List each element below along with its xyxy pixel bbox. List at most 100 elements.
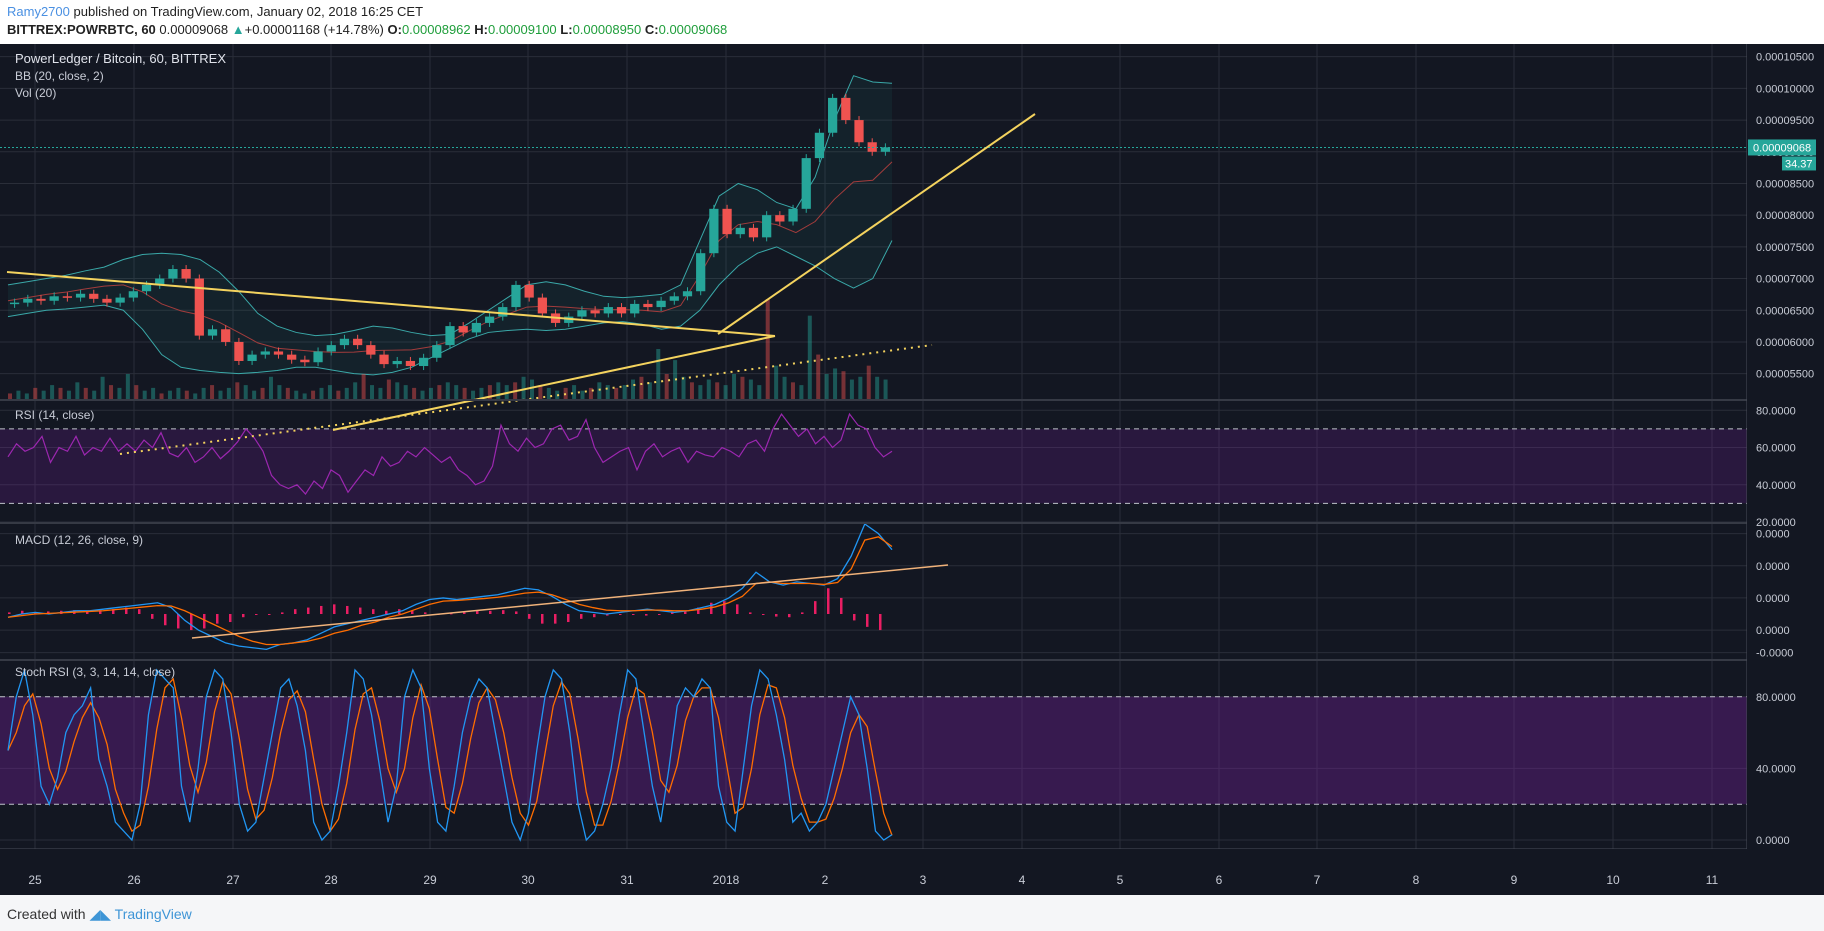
volume-bar	[159, 393, 164, 399]
volume-bar	[142, 390, 147, 399]
last-price-badge-text: 0.00009068	[1753, 142, 1811, 154]
rsi-trendline	[191, 564, 949, 639]
candle	[102, 298, 112, 303]
x-tick-label: 6	[1216, 873, 1223, 887]
macd-histogram-bar	[658, 614, 661, 615]
volume-bar	[100, 376, 105, 399]
volume-bar	[319, 387, 324, 399]
volume-bar	[41, 390, 46, 399]
volume-bar	[386, 379, 391, 399]
volume-bar	[858, 376, 863, 399]
volume-bar	[597, 382, 602, 399]
created-with-text: Created with	[7, 906, 86, 922]
time-axis: 25 26 27 28 29 30 31 2018 2 3 4 5 6 7 8 9 10 11	[28, 873, 1718, 887]
candle	[775, 215, 785, 222]
macd-histogram-bar	[21, 610, 24, 614]
x-tick-label: 4	[1019, 873, 1026, 887]
x-tick-label: 5	[1117, 873, 1124, 887]
price-tick-label: 0.00010500	[1756, 52, 1814, 64]
high-label: H:	[474, 22, 488, 37]
macd-histogram-bar	[801, 612, 804, 614]
volume-bar	[875, 376, 880, 399]
macd-histogram-bar	[86, 610, 89, 614]
candle	[392, 360, 402, 365]
price-pane[interactable]	[0, 75, 1747, 399]
x-tick-label: 9	[1511, 873, 1518, 887]
macd-histogram-bar	[749, 612, 752, 614]
macd-histogram-bar	[788, 614, 791, 618]
macd-histogram-bar	[281, 612, 284, 614]
candle	[418, 357, 429, 367]
candle	[300, 359, 310, 363]
volume-bar	[782, 376, 787, 399]
x-tick-label: 3	[920, 873, 927, 887]
volume-bar	[218, 390, 223, 399]
macd-histogram-bar	[580, 614, 583, 619]
price-scale[interactable]	[1747, 44, 1824, 895]
volume-bar	[706, 379, 711, 399]
candle	[89, 293, 99, 299]
volume-bar	[201, 387, 206, 399]
volume-bar	[723, 385, 728, 399]
volume-bar	[226, 387, 231, 399]
x-tick-label: 29	[423, 873, 437, 887]
candle	[788, 208, 798, 222]
candle	[432, 345, 442, 358]
candle	[484, 316, 495, 323]
stoch-k-line	[7, 668, 893, 842]
author-link[interactable]: Ramy2700	[7, 4, 70, 19]
macd-histogram-bar	[684, 610, 687, 614]
candle	[405, 360, 416, 367]
rsi-line	[7, 412, 893, 496]
volume-bar	[521, 376, 526, 399]
candle	[247, 354, 257, 361]
candle	[194, 278, 204, 336]
volume-bar	[732, 374, 737, 399]
macd-histogram-bar	[541, 614, 544, 624]
tradingview-logo-icon: ◢◣	[89, 906, 112, 922]
macd-pane[interactable]	[7, 523, 893, 651]
candle	[326, 345, 336, 352]
volume-bar	[445, 382, 450, 399]
volume-bar	[841, 371, 846, 399]
macd-histogram-bar	[203, 614, 206, 629]
close-label: C:	[644, 22, 659, 37]
volume-bar	[496, 382, 501, 399]
rsi-tick-label: 60.0000	[1756, 443, 1796, 455]
candle	[287, 354, 297, 360]
volume-bar	[790, 382, 795, 399]
candle	[128, 291, 138, 298]
volume-bar	[538, 385, 543, 399]
volume-bar	[167, 390, 172, 399]
macd-histogram-bar	[385, 610, 388, 614]
stoch-rsi-pane[interactable]	[0, 668, 1747, 842]
volume-bar	[479, 387, 484, 399]
volume-bar	[8, 393, 12, 399]
candle	[577, 310, 587, 317]
candle	[735, 227, 745, 235]
up-arrow-icon: ▲	[231, 22, 245, 37]
rsi-pane[interactable]	[0, 412, 1747, 504]
volume-bar	[487, 385, 492, 399]
open-label: O:	[387, 22, 402, 37]
tradingview-link[interactable]: TradingView	[114, 906, 192, 922]
breakout-trendline	[717, 113, 1036, 335]
time-scale[interactable]	[0, 849, 1747, 895]
stoch-tick-label: 40.0000	[1756, 763, 1796, 775]
low-value: 0.00008950	[572, 22, 642, 37]
stoch-tick-label: 0.0000	[1756, 835, 1790, 847]
chart-header: Ramy2700 published on TradingView.com, J…	[0, 0, 1824, 44]
volume-bar	[799, 385, 804, 399]
candle	[880, 147, 891, 152]
macd-histogram-bar	[528, 614, 531, 619]
macd-histogram-bar	[34, 612, 37, 614]
candle	[445, 326, 455, 346]
rsi-tick-label: 80.0000	[1756, 405, 1796, 417]
volume-bar	[454, 385, 459, 399]
candle	[828, 97, 838, 133]
volume-bar	[833, 368, 838, 399]
macd-histogram-bar	[619, 614, 622, 615]
macd-tick-label: 0.0000	[1756, 593, 1790, 605]
volume-bar	[681, 376, 686, 399]
chart-canvas[interactable]: 0.000105000.000100000.000095000.00009000…	[0, 44, 1824, 895]
